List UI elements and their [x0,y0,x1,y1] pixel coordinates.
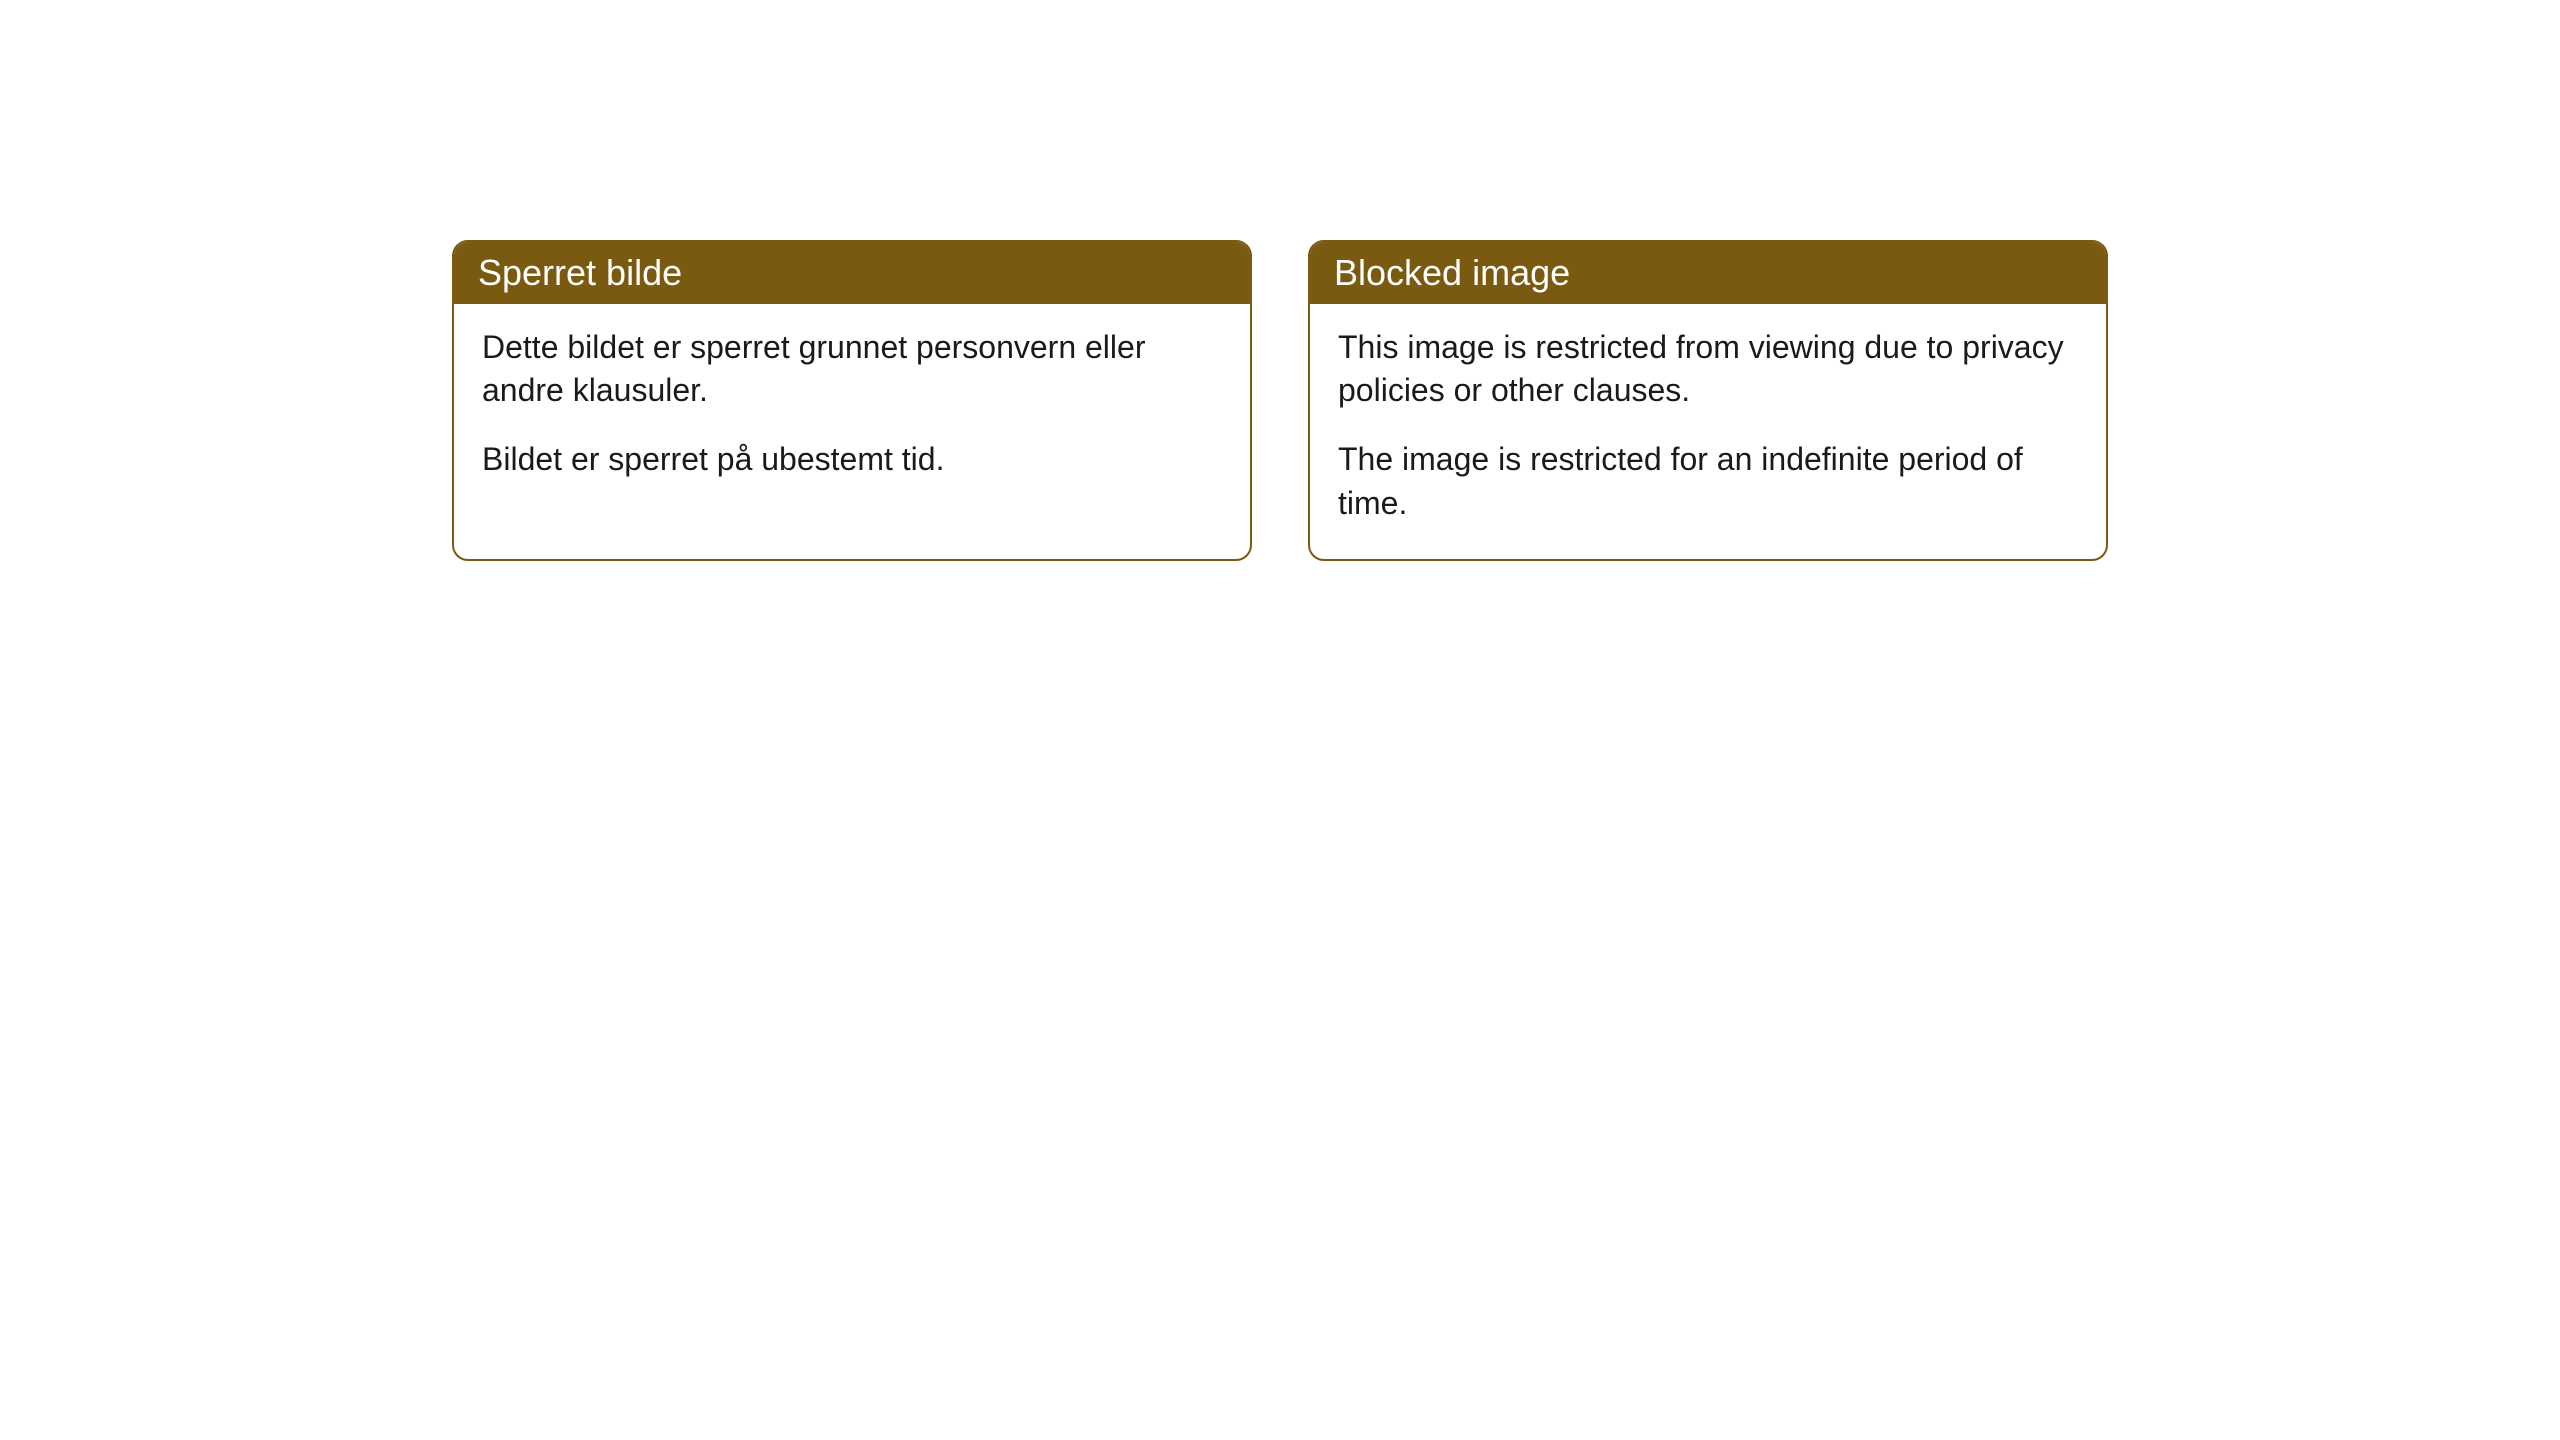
card-english: Blocked image This image is restricted f… [1308,240,2108,561]
card-body-en: This image is restricted from viewing du… [1310,304,2106,559]
card-para1-no: Dette bildet er sperret grunnet personve… [482,326,1222,412]
card-header-no: Sperret bilde [454,242,1250,304]
card-body-no: Dette bildet er sperret grunnet personve… [454,304,1250,516]
card-para2-en: The image is restricted for an indefinit… [1338,438,2078,524]
card-norwegian: Sperret bilde Dette bildet er sperret gr… [452,240,1252,561]
card-para2-no: Bildet er sperret på ubestemt tid. [482,438,1222,481]
cards-container: Sperret bilde Dette bildet er sperret gr… [0,240,2560,561]
card-header-en: Blocked image [1310,242,2106,304]
card-para1-en: This image is restricted from viewing du… [1338,326,2078,412]
